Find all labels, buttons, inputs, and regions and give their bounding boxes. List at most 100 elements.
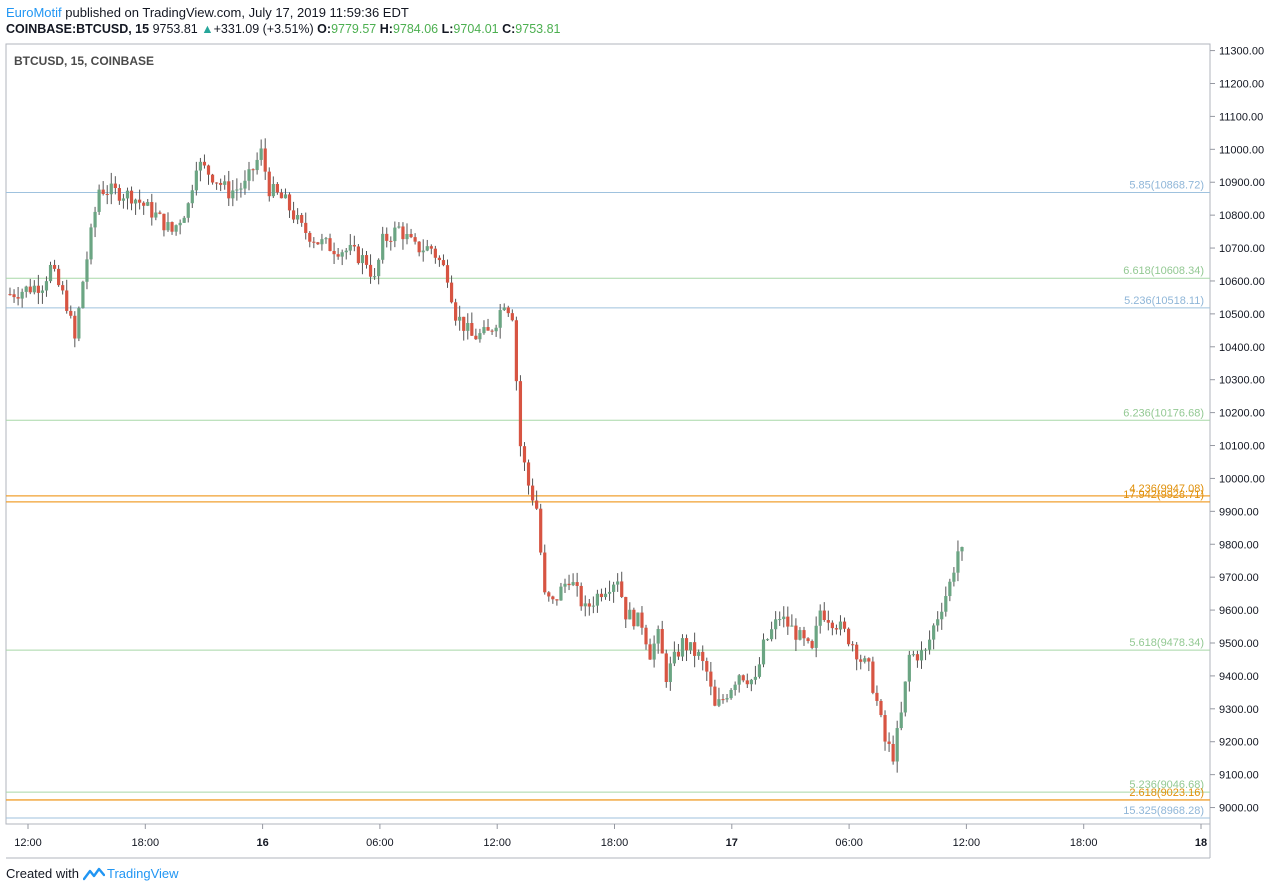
candle-body [948,581,952,597]
x-tick-label: 18:00 [1070,837,1098,849]
candle-body [842,621,847,629]
candle-body [660,629,664,654]
candle-body [652,643,656,660]
y-tick-label: 10800.00 [1219,210,1265,222]
candle-body [486,327,490,331]
candle-body [616,581,620,585]
y-tick-label: 9500.00 [1219,638,1259,650]
candle-body [919,650,924,661]
candle-body [150,202,154,218]
x-tick-label: 12:00 [14,837,42,849]
y-tick-label: 9700.00 [1219,572,1259,584]
candle-body [263,148,267,172]
y-tick-label: 10600.00 [1219,276,1265,288]
candle-body [818,610,822,626]
y-tick-label: 10700.00 [1219,243,1265,255]
x-tick-label: 18:00 [132,837,160,849]
x-tick-label: 12:00 [953,837,981,849]
candle-body [668,663,672,682]
candle-body [838,621,843,630]
candle-body [620,581,624,597]
y-tick-label: 10200.00 [1219,408,1265,420]
candle-body [16,297,20,299]
author-link[interactable]: EuroMotif [6,5,62,20]
chart-title: BTCUSD, 15, COINBASE [14,54,154,68]
candle-body [52,264,57,269]
y-tick-label: 9400.00 [1219,671,1259,683]
candle-body [932,625,936,640]
candle-body [583,603,587,607]
candle-body [579,585,583,607]
candle-body [547,592,551,597]
candle-body [915,654,920,661]
candle-body [530,485,535,501]
candle-body [705,661,709,672]
candle-body [283,194,288,199]
candle-body [571,582,575,586]
candle-body [421,250,425,253]
x-tick-label: 06:00 [366,837,394,849]
publish-info: published on TradingView.com, July 17, 2… [65,5,409,20]
candle-body [89,227,93,260]
candle-body [223,181,227,185]
candle-body [445,265,450,283]
candle-body [174,225,178,232]
candle-body [648,644,652,660]
candle-body [960,547,964,552]
close-label: C: [502,22,516,36]
candle-body [867,658,871,662]
candle-body [401,226,405,240]
candle-body [595,593,600,606]
candle-body [36,285,40,293]
candle-body [247,169,251,181]
candle-body [855,644,859,660]
candle-body [644,627,648,645]
candle-body [275,184,279,193]
candle-body [133,199,138,204]
open-label: O: [317,22,332,36]
candle-body [923,649,928,651]
y-tick-label: 10500.00 [1219,309,1265,321]
candle-body [717,699,721,706]
candle-body [478,333,482,340]
candle-body [871,661,875,693]
candle-body [510,313,514,321]
candle-body [24,286,28,292]
candle-body [97,189,101,212]
candle-body [466,323,470,331]
candle-body [364,255,369,265]
candle-body [312,241,316,243]
high-value: 9784.06 [392,22,439,36]
candle-body [385,233,389,241]
candle-body [713,686,717,706]
x-tick-label: 17 [726,837,738,849]
candle-body [567,583,571,586]
candle-body [198,161,202,171]
candle-body [599,593,604,598]
plot-frame [5,43,1211,825]
candle-body [105,193,109,195]
candle-body [834,628,839,630]
candle-body [887,741,891,744]
candle-body [765,639,770,641]
candle-body [632,609,636,627]
candle-body [875,692,879,701]
candle-body [846,628,851,645]
candle-body [539,508,543,553]
candle-body [863,658,867,662]
tradingview-brand[interactable]: TradingView [82,866,179,881]
candle-body [794,625,798,640]
ohlc-line: COINBASE:BTCUSD, 15 9753.81 ▲+331.09 (+3… [6,22,560,36]
fib-level-label: 6.236(10176.68) [1123,407,1204,419]
candle-body [559,586,563,601]
last-price: 9753.81 [152,22,198,36]
candle-body [753,676,757,680]
high-label: H: [379,22,393,36]
up-arrow-icon: ▲ [201,22,214,36]
candle-body [441,260,446,266]
candle-body [166,222,170,231]
candle-body [146,202,150,206]
candle-body [389,240,393,242]
candle-body [555,599,559,601]
